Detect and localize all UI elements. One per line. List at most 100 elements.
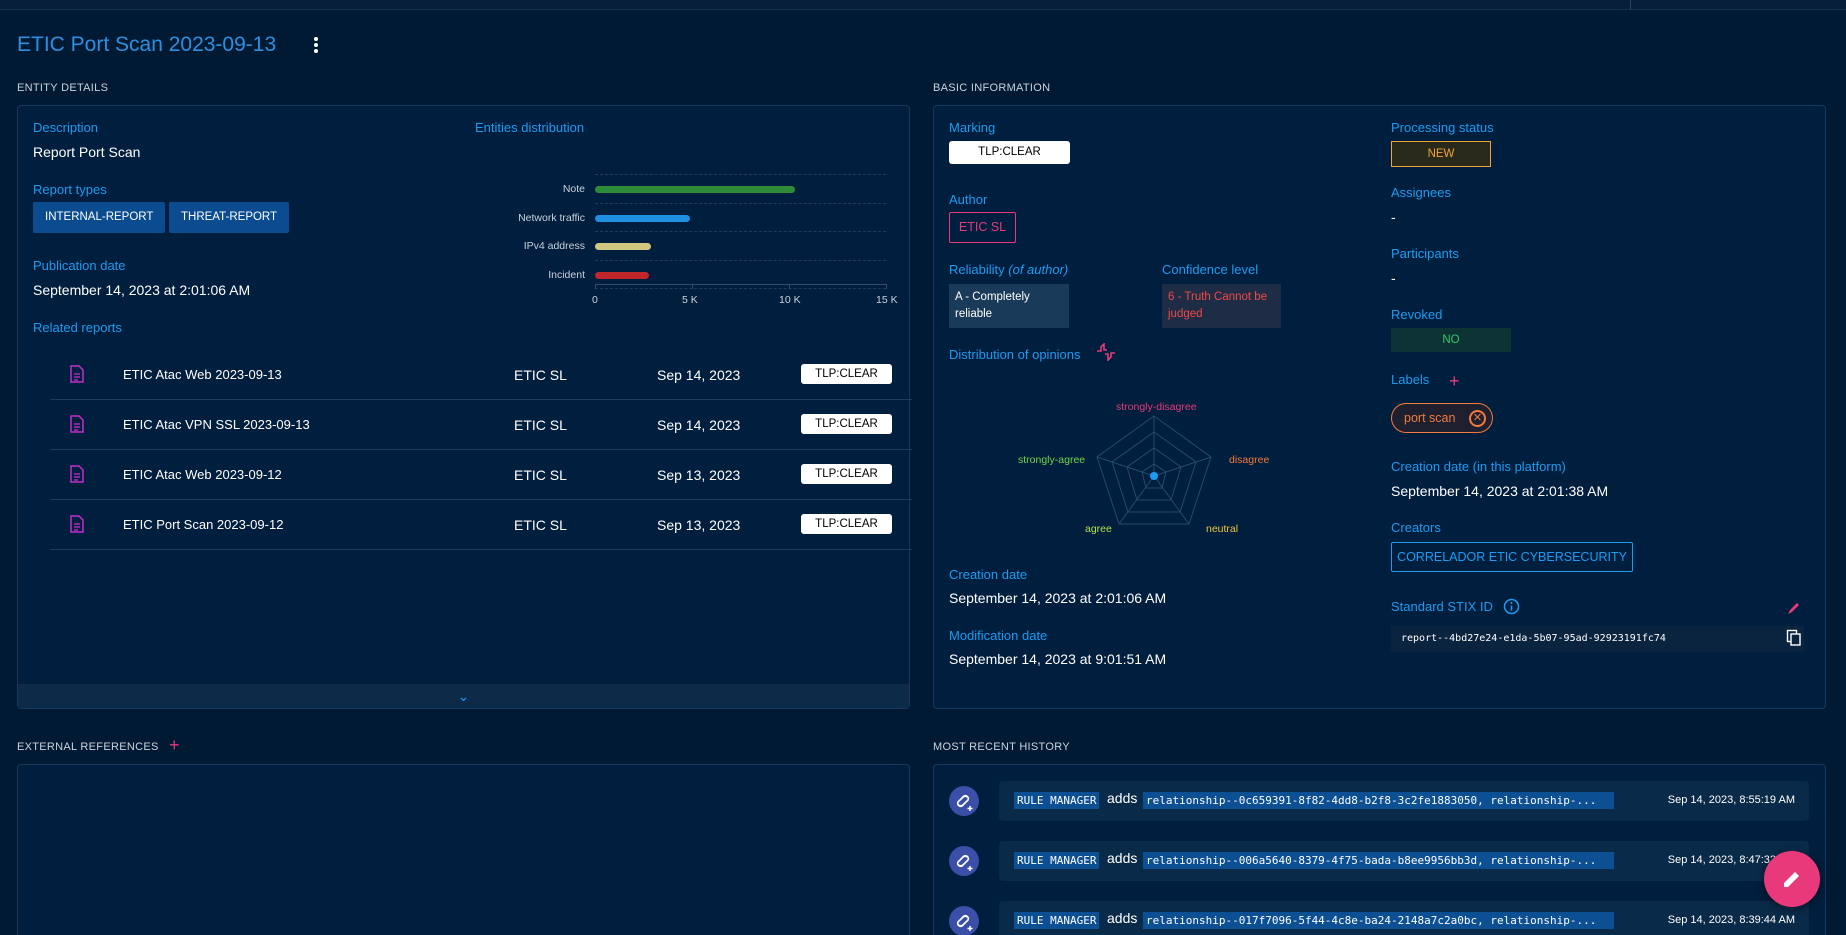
expand-bar[interactable]: ⌄ — [18, 684, 909, 708]
assignees-label: Assignees — [1391, 185, 1451, 200]
external-references-title: EXTERNAL REFERENCES — [17, 741, 159, 753]
chart-tick-label: 5 K — [682, 294, 698, 306]
stix-id-value: report--4bd27e24-e1da-5b07-95ad-92923191… — [1391, 626, 1804, 652]
creation-date-value: September 14, 2023 at 2:01:06 AM — [949, 590, 1167, 606]
basic-information-title: BASIC INFORMATION — [933, 82, 1051, 94]
history-action: adds — [1107, 790, 1138, 806]
chart-gridline — [595, 202, 886, 204]
report-icon — [70, 515, 84, 533]
report-types-label: Report types — [33, 182, 107, 197]
chart-bar[interactable] — [595, 271, 650, 279]
more-options-icon[interactable] — [312, 36, 320, 56]
chart-x-axis — [595, 284, 886, 285]
description-label: Description — [33, 120, 99, 135]
radar-axis-label: agree — [1085, 523, 1112, 535]
entity-details-panel: Description Report Port Scan Report type… — [17, 105, 912, 709]
radar-axis-label: neutral — [1206, 523, 1239, 535]
related-report-row[interactable]: ETIC Atac Web 2023-09-12 ETIC SL Sep 13, 2… — [50, 450, 912, 500]
chart-bar[interactable] — [595, 243, 652, 250]
chart-bar[interactable] — [595, 214, 691, 222]
chart-gridline — [595, 174, 886, 175]
marking-label: Marking — [949, 120, 996, 135]
chart-tick-label: 10 K — [779, 294, 801, 306]
related-report-date: Sep 13, 2023 — [657, 467, 741, 483]
add-external-reference-icon[interactable]: + — [169, 735, 180, 755]
edit-fab-button[interactable] — [1764, 851, 1820, 907]
page-title: ETIC Port Scan 2023-09-13 — [17, 33, 277, 56]
radar-axis-label: disagree — [1229, 454, 1270, 466]
author-label: Author — [949, 192, 988, 207]
history-actor: RULE MANAGER — [1014, 792, 1100, 809]
chart-tick-mark — [595, 284, 596, 289]
chart-category-label: Network traffic — [518, 211, 585, 224]
processing-status-label: Processing status — [1391, 120, 1494, 135]
related-report-name: ETIC Atac VPN SSL 2023-09-13 — [123, 417, 310, 432]
related-report-author: ETIC SL — [514, 467, 567, 483]
revoked-label: Revoked — [1391, 307, 1443, 322]
add-label-icon[interactable]: + — [1449, 371, 1460, 391]
opinions-label: Distribution of opinions — [949, 347, 1081, 362]
entities-distribution-label: Entities distribution — [475, 120, 585, 135]
creation-date-label: Creation date — [949, 567, 1028, 582]
chart-tick-mark — [789, 284, 790, 289]
assignees-value: - — [1391, 209, 1396, 225]
history-target: relationship--0c659391-8f82-4dd8-b2f8-3c… — [1143, 792, 1614, 809]
report-icon — [70, 365, 84, 383]
link-add-icon — [949, 906, 979, 935]
revoked-chip: NO — [1391, 328, 1511, 352]
related-report-row[interactable]: ETIC Atac Web 2023-09-13 ETIC SL Sep 14, 2… — [50, 350, 912, 400]
chart-category-label: IPv4 address — [523, 240, 585, 252]
link-add-icon — [949, 846, 979, 876]
related-report-date: Sep 14, 2023 — [657, 417, 741, 433]
history-item[interactable]: RULE MANAGER adds relationship--017f7096-5… — [999, 901, 1809, 935]
remove-label-icon[interactable]: ✕ — [1469, 410, 1486, 427]
labels-label: Labels — [1391, 372, 1430, 387]
history-target: relationship--006a5640-8379-4f75-bada-b8… — [1143, 852, 1614, 869]
related-report-row[interactable]: ETIC Atac VPN SSL 2023-09-13 ETIC SL Sep 1… — [50, 400, 912, 450]
history-actor: RULE MANAGER — [1014, 852, 1100, 869]
basic-information-panel: Marking TLP:CLEAR Author ETIC SL Reliabi… — [933, 105, 1826, 709]
related-report-date: Sep 13, 2023 — [657, 517, 741, 533]
platform-creation-label: Creation date (in this platform) — [1391, 459, 1566, 474]
history-action: adds — [1107, 850, 1138, 866]
related-report-date: Sep 14, 2023 — [657, 367, 741, 383]
chart-bar[interactable] — [595, 186, 795, 193]
related-report-author: ETIC SL — [514, 417, 567, 433]
modification-date-label: Modification date — [949, 628, 1048, 643]
confidence-value: 6 - Truth Cannot be judged — [1162, 284, 1281, 328]
opinions-thumbs-icon[interactable] — [1095, 343, 1117, 361]
related-report-row[interactable]: ETIC Port Scan 2023-09-12 ETIC SL Sep 13, … — [50, 500, 912, 550]
related-report-marking: TLP:CLEAR — [801, 514, 892, 534]
chart-tick-mark — [886, 284, 887, 289]
edit-stix-icon[interactable] — [1786, 600, 1802, 616]
label-chip[interactable]: port scan ✕ — [1391, 403, 1493, 433]
participants-value: - — [1391, 270, 1396, 286]
info-icon[interactable] — [1503, 598, 1520, 615]
entity-details-title: ENTITY DETAILS — [17, 82, 109, 94]
history-actor: RULE MANAGER — [1014, 912, 1100, 929]
history-item[interactable]: RULE MANAGER adds relationship--0c659391-8… — [999, 781, 1809, 821]
history-action: adds — [1107, 910, 1138, 926]
pencil-icon — [1784, 872, 1799, 887]
top-bar-separator — [1630, 0, 1631, 10]
chart-tick-mark — [692, 284, 693, 289]
radar-point — [1150, 472, 1158, 480]
author-chip[interactable]: ETIC SL — [949, 212, 1016, 243]
confidence-label: Confidence level — [1162, 262, 1259, 277]
top-bar — [0, 0, 1846, 10]
reliability-value: A - Completely reliable — [949, 284, 1069, 328]
processing-status-chip[interactable]: NEW — [1391, 141, 1491, 167]
label-chip-text: port scan — [1404, 411, 1456, 425]
related-report-author: ETIC SL — [514, 517, 567, 533]
copy-icon[interactable] — [1786, 629, 1802, 647]
link-add-icon — [949, 786, 979, 816]
chart-tick-label: 15 K — [876, 294, 898, 306]
platform-creation-value: September 14, 2023 at 2:01:38 AM — [1391, 483, 1609, 499]
chart-gridline — [595, 231, 886, 232]
creator-chip[interactable]: CORRELADOR ETIC CYBERSECURITY — [1391, 542, 1633, 572]
creators-label: Creators — [1391, 520, 1441, 535]
history-item[interactable]: RULE MANAGER adds relationship--006a5640-8… — [999, 841, 1809, 881]
modification-date-value: September 14, 2023 at 9:01:51 AM — [949, 651, 1167, 667]
chevron-down-icon[interactable]: ⌄ — [457, 688, 470, 704]
stix-id-label: Standard STIX ID — [1391, 599, 1493, 614]
